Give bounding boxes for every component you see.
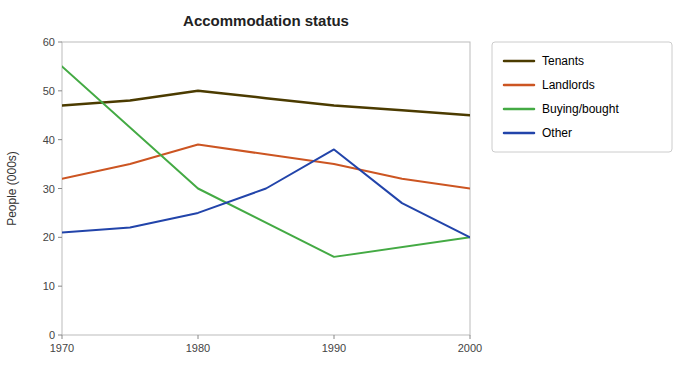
y-tick bbox=[58, 188, 62, 189]
y-tick-label: 60 bbox=[43, 36, 55, 48]
x-tick bbox=[334, 335, 335, 339]
series-line bbox=[62, 149, 470, 237]
y-axis-label: People (000s) bbox=[5, 151, 19, 226]
series-line bbox=[62, 145, 470, 189]
title: Accommodation status bbox=[183, 12, 349, 29]
series-line bbox=[62, 91, 470, 115]
y-tick bbox=[58, 237, 62, 238]
y-tick-label: 40 bbox=[43, 134, 55, 146]
legend-label: Buying/bought bbox=[542, 102, 619, 116]
y-tick-label: 30 bbox=[43, 183, 55, 195]
legend-swatch bbox=[504, 60, 534, 63]
legend-box bbox=[492, 42, 672, 152]
chart: Accommodation status People (000s) 0 10 20 30… bbox=[0, 0, 692, 375]
chart-container: Accommodation status People (000s) 0 10 20 30… bbox=[0, 0, 692, 375]
legend-swatch bbox=[504, 108, 534, 111]
legend-label: Landlords bbox=[542, 78, 595, 92]
plot-frame bbox=[62, 42, 470, 335]
y-tick bbox=[58, 42, 62, 43]
y-tick-label: 0 bbox=[49, 329, 55, 341]
x-tick-label: 1980 bbox=[186, 342, 210, 354]
legend-swatch bbox=[504, 84, 534, 87]
x-tick-label: 2000 bbox=[458, 342, 482, 354]
legend-swatch bbox=[504, 132, 534, 135]
x-tick-label: 1990 bbox=[322, 342, 346, 354]
y-tick bbox=[58, 90, 62, 91]
x-tick bbox=[62, 335, 63, 339]
y-tick-label: 20 bbox=[43, 231, 55, 243]
y-tick bbox=[58, 139, 62, 140]
y-tick-label: 10 bbox=[43, 280, 55, 292]
series-group bbox=[62, 66, 470, 256]
y-tick bbox=[58, 286, 62, 287]
legend-label: Tenants bbox=[542, 54, 584, 68]
x-tick-label: 1970 bbox=[50, 342, 74, 354]
x-tick bbox=[470, 335, 471, 339]
legend: Tenants Landlords Buying/bought Other bbox=[492, 42, 672, 152]
y-tick bbox=[58, 335, 62, 336]
x-tick bbox=[198, 335, 199, 339]
legend-label: Other bbox=[542, 126, 572, 140]
series-line bbox=[62, 66, 470, 256]
y-tick-label: 50 bbox=[43, 85, 55, 97]
